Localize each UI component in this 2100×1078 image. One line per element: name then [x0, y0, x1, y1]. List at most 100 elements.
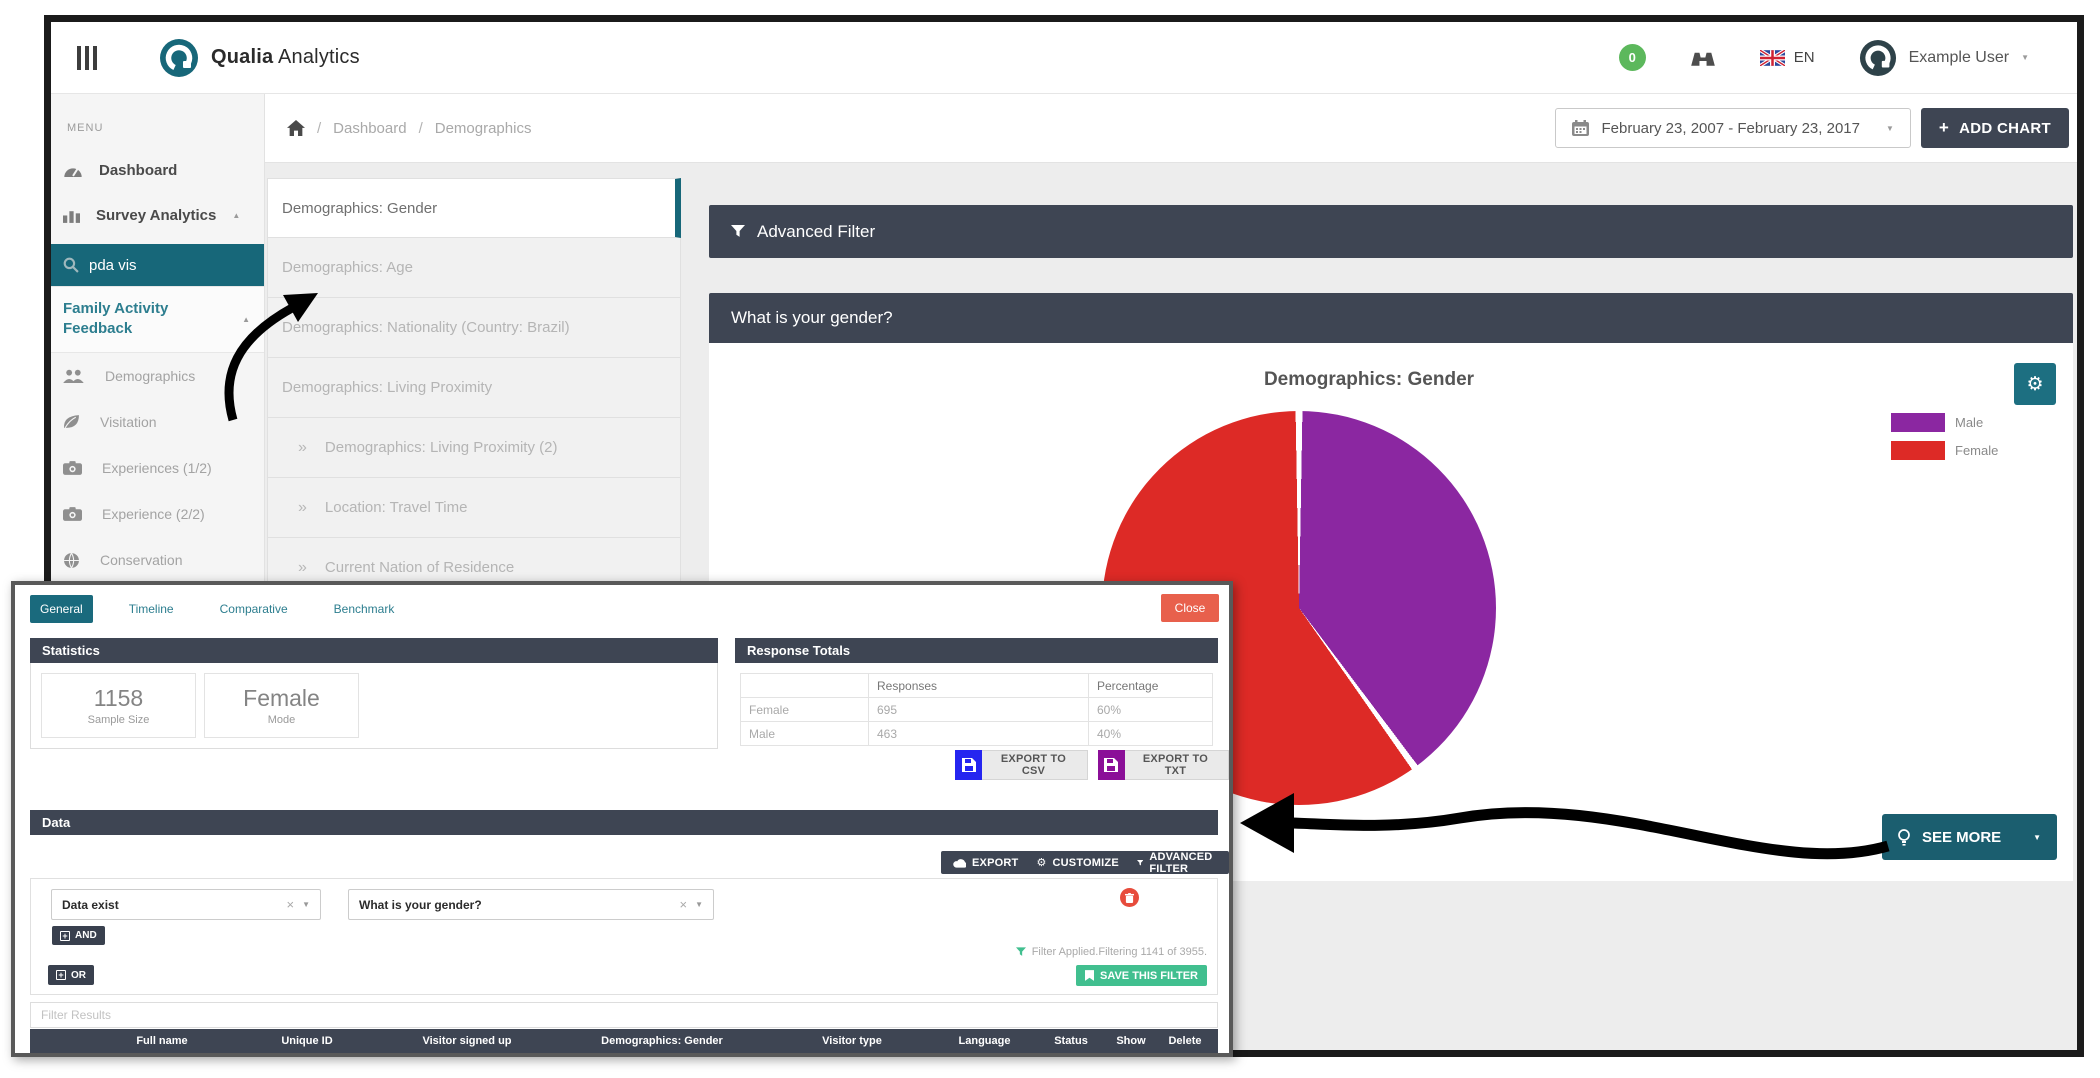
sidebar-toggle-icon[interactable]: [77, 45, 97, 70]
add-chart-label: ADD CHART: [1959, 119, 2051, 137]
binoculars-icon[interactable]: [1690, 49, 1716, 66]
uk-flag-icon: [1759, 49, 1785, 66]
date-range-picker[interactable]: February 23, 2007 - February 23, 2017 ▼: [1555, 108, 1911, 148]
sidebar-item-demographics[interactable]: Demographics: [51, 353, 264, 399]
breadcrumb-divider: /: [418, 119, 423, 137]
sidebar-item-conservation[interactable]: Conservation: [51, 537, 264, 584]
column-visitor-signed-up: Visitor signed up: [422, 1035, 512, 1047]
advanced-filter-bar[interactable]: Advanced Filter: [709, 205, 2073, 258]
export-button[interactable]: EXPORT: [953, 857, 1018, 869]
question-list-item-nationality[interactable]: Demographics: Nationality (Country: Braz…: [267, 298, 681, 358]
lightbulb-icon: [1898, 828, 1910, 846]
tab-general[interactable]: General: [30, 595, 93, 623]
filter-select-data-exist[interactable]: Data exist × ▼: [51, 889, 321, 920]
chart-settings-button[interactable]: ⚙: [2014, 363, 2056, 405]
customize-label: CUSTOMIZE: [1052, 856, 1119, 869]
add-or-condition-button[interactable]: + OR: [48, 965, 94, 985]
response-totals-table: Responses Percentage Female 695 60% Male…: [740, 673, 1213, 746]
stat-label: Mode: [267, 714, 296, 726]
question-label: Demographics: Gender: [282, 199, 438, 217]
double-chevron-icon: »: [298, 498, 307, 516]
legend-label: Female: [1955, 443, 1999, 458]
data-table-header: Full name Unique ID Visitor signed up De…: [30, 1029, 1218, 1053]
column-language: Language: [958, 1035, 1011, 1047]
question-list-item-living-proximity[interactable]: Demographics: Living Proximity: [267, 358, 681, 418]
filter-applied-status: Filter Applied.Filtering 1141 of 3955.: [1015, 946, 1207, 958]
cell-responses: 463: [868, 721, 1089, 746]
filter-value: Data exist: [62, 897, 119, 912]
cell-responses: 695: [868, 697, 1089, 722]
breadcrumb-divider: /: [317, 119, 322, 137]
sidebar-item-experiences-1[interactable]: Experiences (1/2): [51, 445, 264, 491]
survey-name: Family Activity Feedback: [63, 300, 169, 338]
save-filter-button[interactable]: SAVE THIS FILTER: [1076, 965, 1207, 986]
filter-results-input[interactable]: [30, 1002, 1218, 1028]
tab-benchmark[interactable]: Benchmark: [333, 602, 395, 616]
plus-icon: +: [56, 970, 66, 980]
cell-percentage: 60%: [1088, 697, 1213, 722]
filter-value: What is your gender?: [359, 897, 482, 912]
brand-light: Analytics: [278, 46, 360, 68]
response-totals-header: Response Totals: [735, 638, 1218, 663]
tab-timeline[interactable]: Timeline: [128, 602, 174, 616]
breadcrumb-dashboard[interactable]: Dashboard: [333, 119, 407, 137]
sidebar-menu-label: MENU: [67, 122, 104, 134]
and-label: AND: [75, 930, 97, 941]
filter-builder: Data exist × ▼ What is your gender? × ▼ …: [30, 878, 1218, 995]
modal-tabs: General Timeline Comparative Benchmark: [30, 595, 404, 623]
filter-select-question[interactable]: What is your gender? × ▼: [348, 889, 714, 920]
search-input[interactable]: [89, 256, 229, 274]
stat-card-mode: Female Mode: [204, 673, 359, 738]
home-icon[interactable]: [287, 120, 305, 136]
sidebar-item-visitation[interactable]: Visitation: [51, 399, 264, 445]
or-label: OR: [71, 969, 86, 981]
statistics-section: Statistics 1158 Sample Size Female Mode: [30, 638, 718, 749]
add-chart-button[interactable]: + ADD CHART: [1920, 108, 2069, 148]
clear-filter-icon[interactable]: ×: [679, 897, 688, 912]
language-selector[interactable]: EN: [1759, 49, 1815, 66]
column-unique-id: Unique ID: [281, 1035, 333, 1047]
leaf-icon: [63, 415, 79, 429]
breadcrumb-demographics[interactable]: Demographics: [434, 119, 532, 137]
delete-filter-button[interactable]: [1120, 888, 1139, 907]
question-list-item-travel-time[interactable]: » Location: Travel Time: [267, 478, 681, 538]
chevron-up-icon: ▲: [242, 314, 250, 324]
legend-label: Male: [1955, 415, 1984, 430]
notification-badge[interactable]: 0: [1618, 44, 1646, 71]
export-txt-button[interactable]: EXPORT TO TXT: [1097, 750, 1229, 780]
legend-item-female[interactable]: Female: [1891, 441, 1998, 460]
add-and-condition-button[interactable]: + AND: [52, 926, 105, 945]
brand-logo[interactable]: Qualia Analytics: [159, 38, 360, 78]
export-label: EXPORT: [972, 856, 1019, 869]
clear-filter-icon[interactable]: ×: [286, 897, 295, 912]
export-csv-button[interactable]: EXPORT TO CSV: [955, 750, 1088, 780]
sidebar-item-experience-2[interactable]: Experience (2/2): [51, 491, 264, 537]
question-panel-header: What is your gender?: [709, 293, 2073, 343]
sidebar-item-family-activity-feedback[interactable]: Family Activity Feedback ▲: [51, 286, 264, 353]
filter-applied-text: Filter Applied.Filtering 1141 of 3955.: [1031, 946, 1207, 958]
cell-percentage: 40%: [1088, 721, 1213, 746]
tab-comparative[interactable]: Comparative: [219, 602, 288, 616]
chevron-down-icon: ▼: [2033, 832, 2041, 842]
sidebar-item-survey-analytics[interactable]: Survey Analytics ▲: [51, 193, 264, 238]
see-more-button[interactable]: SEE MORE ▼: [1882, 814, 2057, 860]
legend-swatch-female: [1891, 441, 1945, 460]
bookmark-icon: [1085, 970, 1094, 981]
customize-button[interactable]: ⚙ CUSTOMIZE: [1036, 856, 1118, 869]
question-list-item-age[interactable]: Demographics: Age: [267, 238, 681, 298]
statistics-header: Statistics: [30, 638, 718, 663]
sidebar-item-label: Dashboard: [99, 162, 178, 179]
save-filter-label: SAVE THIS FILTER: [1100, 969, 1198, 982]
close-button[interactable]: Close: [1161, 594, 1219, 622]
sidebar-item-dashboard[interactable]: Dashboard: [51, 148, 264, 193]
user-menu[interactable]: Example User ▼: [1859, 39, 2029, 77]
legend-item-male[interactable]: Male: [1891, 413, 1998, 432]
sidebar-item-label: Experience (2/2): [102, 505, 205, 522]
chart-legend: Male Female: [1891, 413, 1998, 460]
question-list-item-gender[interactable]: Demographics: Gender: [267, 178, 681, 238]
sidebar-search: [51, 244, 264, 286]
plus-icon: +: [60, 930, 70, 941]
question-list-item-living-proximity-2[interactable]: » Demographics: Living Proximity (2): [267, 418, 681, 478]
sidebar-item-label: Demographics: [105, 367, 196, 384]
advanced-filter-button[interactable]: ADVANCED FILTER: [1136, 851, 1217, 875]
